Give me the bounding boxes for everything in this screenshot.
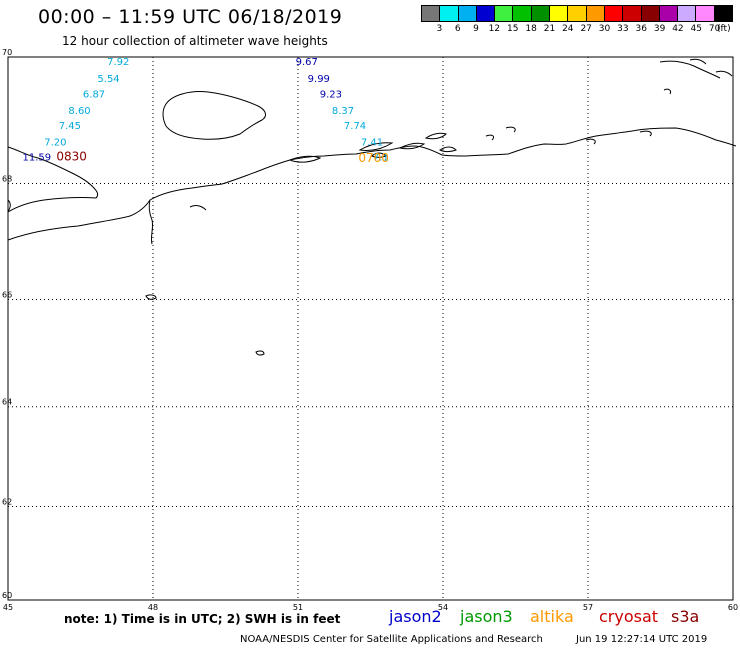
satellite-label-s3a: s3a	[671, 607, 700, 626]
footer: NOAA/NESDIS Center for Satellite Applica…	[240, 634, 707, 645]
longitude-tick-label: 57	[583, 603, 593, 612]
legend-tick-label: 33	[617, 24, 629, 34]
legend-swatch	[495, 6, 514, 21]
altimeter-tracks: 7.92 5.54 6.87 8.60 7.45 7.20 11.59 9.67 9.99 9.2…	[23, 57, 389, 163]
timestamp-text: Jun 19 12:27:14 UTC 2019	[576, 634, 708, 645]
latitude-tick-label: 62	[2, 498, 12, 507]
map-title: 00:00 – 11:59 UTC 06/18/2019	[38, 6, 343, 28]
legend-tick-label: 45	[690, 24, 703, 34]
credit-text: NOAA/NESDIS Center for Satellite Applica…	[240, 634, 543, 645]
legend-tick-label: 27	[580, 24, 592, 34]
legend-swatch	[586, 6, 605, 21]
legend-color-bar	[421, 5, 733, 22]
wave-height-value: 8.60	[68, 106, 90, 117]
wave-height-value: 7.1	[373, 152, 389, 163]
latitude-tick-label: 60	[2, 591, 12, 600]
coastline	[7, 58, 737, 356]
legend-tick-label: 24	[562, 24, 574, 34]
legend-swatch	[714, 6, 733, 21]
legend-tick-label: 9	[473, 24, 479, 34]
wave-height-value: 7.41	[361, 137, 383, 148]
latitude-tick-label: 64	[2, 398, 12, 407]
wave-height-value: 7.20	[44, 137, 66, 148]
latitude-tick-label: 68	[2, 174, 12, 183]
wave-height-color-legend: 3 6 9 12 15 18 21 24 27 30 33 36 39 42 45 70 (ft)	[421, 5, 733, 37]
legend-tick-label: 70	[708, 24, 721, 34]
satellite-label-jason3: jason3	[460, 607, 513, 626]
wave-height-value: 5.54	[97, 74, 119, 85]
legend-tick-label: 30	[598, 24, 611, 34]
legend-tick-label: 21	[543, 24, 556, 34]
legend-tick-label: (ft)	[717, 24, 731, 34]
lat-lon-tick-labels: 45 48 51 54 57 60 70 68 66 64 62 60	[2, 48, 738, 612]
legend-swatch	[513, 6, 532, 21]
wave-height-value: 9.23	[320, 89, 342, 100]
legend-swatch	[476, 6, 496, 21]
pass-time-label: 0700	[358, 151, 389, 165]
legend-tick-label: 39	[653, 24, 666, 34]
satellite-label-jason2: jason2	[389, 607, 442, 626]
legend-tick-label: 42	[672, 24, 684, 34]
legend-swatch	[623, 6, 642, 21]
legend-tick-label: 15	[507, 24, 519, 34]
wave-height-value: 8.37	[332, 106, 354, 117]
legend-swatch	[531, 6, 551, 21]
legend-tick-label: 18	[525, 24, 537, 34]
legend-swatch	[641, 6, 660, 21]
legend-swatch	[696, 6, 715, 21]
longitude-tick-label: 45	[3, 603, 13, 612]
wave-height-value: 7.74	[344, 121, 366, 132]
legend-swatch	[604, 6, 624, 21]
pass-time-label: 0830	[56, 149, 87, 163]
wave-height-value: 6.87	[83, 89, 105, 100]
legend-tick-label: 6	[454, 24, 461, 34]
lat-lon-gridlines	[7, 56, 734, 601]
map-subtitle: 12 hour collection of altimeter wave hei…	[62, 34, 328, 48]
longitude-tick-label: 51	[293, 603, 303, 612]
longitude-tick-label: 54	[438, 603, 448, 612]
map-frame	[7, 56, 734, 601]
wave-height-value: 11.59	[23, 152, 52, 163]
longitude-tick-label: 60	[728, 603, 738, 612]
wave-height-value: 7.92	[107, 57, 129, 68]
legend-swatch	[422, 6, 441, 21]
legend-swatch	[440, 6, 459, 21]
wave-height-value: 9.99	[308, 74, 330, 85]
satellite-label-altika: altika	[530, 607, 574, 626]
legend-swatch	[458, 6, 477, 21]
legend-tick-label: 3	[436, 24, 443, 34]
legend-swatch	[659, 6, 679, 21]
longitude-tick-label: 48	[148, 603, 158, 612]
wave-height-value: 7.45	[59, 121, 81, 132]
legend-tick-labels: 3 6 9 12 15 18 21 24 27 30 33 36 39 42 45 70 (ft)	[421, 22, 733, 36]
note-text: note: 1) Time is in UTC; 2) SWH is in fe…	[64, 612, 341, 626]
satellite-label-cryosat: cryosat	[599, 607, 659, 626]
latitude-tick-label: 66	[2, 290, 12, 299]
legend-tick-label: 12	[488, 24, 501, 34]
legend-swatch	[678, 6, 697, 21]
pass-time-labels: 0830 0700	[56, 149, 389, 165]
latitude-tick-label: 70	[2, 48, 12, 57]
legend-swatch	[550, 6, 569, 21]
legend-tick-label: 36	[635, 24, 647, 34]
legend-swatch	[568, 6, 587, 21]
wave-height-value: 9.67	[296, 57, 318, 68]
